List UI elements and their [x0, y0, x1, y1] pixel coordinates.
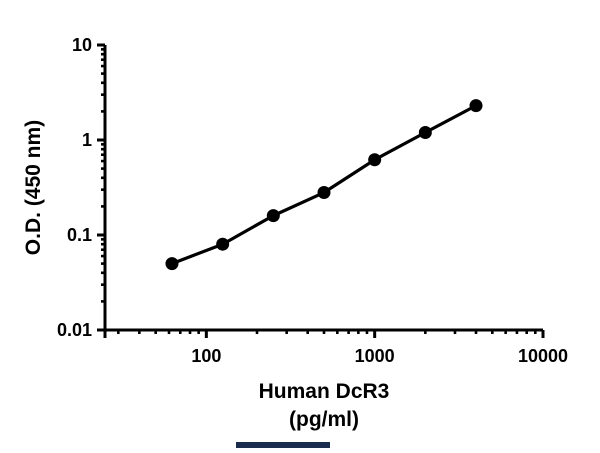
x-tick-label: 10000 [518, 346, 568, 366]
x-axis-title-line1: Human DcR3 [259, 380, 390, 403]
data-point [469, 99, 483, 113]
data-point [317, 186, 331, 200]
y-tick-label: 10 [72, 35, 92, 55]
y-axis-title: O.D. (450 nm) [22, 120, 45, 255]
data-point [418, 125, 432, 139]
x-tick-label: 1000 [355, 346, 395, 366]
data-point [216, 237, 230, 251]
data-point [368, 153, 382, 167]
bottom-accent-bar [236, 442, 330, 448]
data-point [266, 209, 280, 223]
y-tick-label: 1 [82, 130, 92, 150]
y-tick-label: 0.01 [57, 320, 92, 340]
x-tick-label: 100 [191, 346, 221, 366]
x-axis-title-line2: (pg/ml) [289, 408, 359, 431]
data-point [165, 257, 179, 271]
y-tick-label: 0.1 [67, 225, 92, 245]
